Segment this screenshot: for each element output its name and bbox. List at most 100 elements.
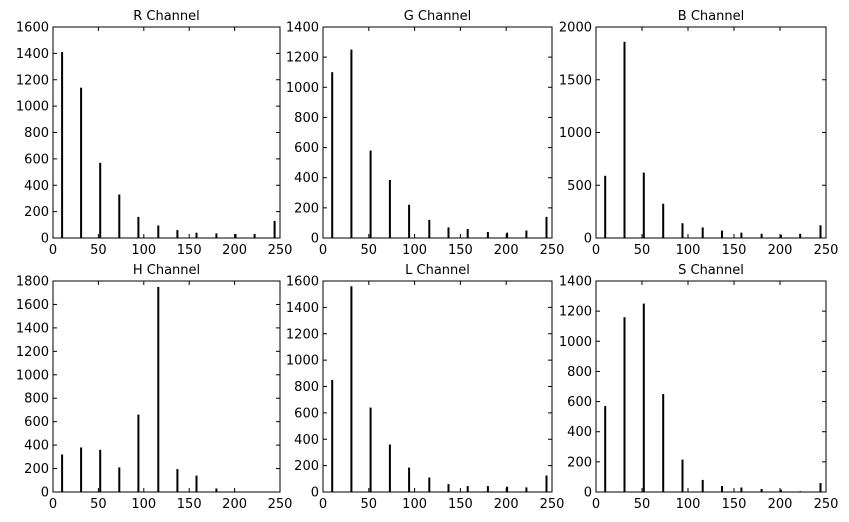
axes-frame <box>322 280 553 493</box>
y-tick-label: 0 <box>41 232 49 247</box>
panel-b-channel: B Channel 0 50 100 150 200 250 0 500 1000 1500 2000 <box>559 9 839 258</box>
histogram-bar <box>176 469 179 492</box>
histogram-bar <box>447 484 450 492</box>
y-tick-label: 1000 <box>286 354 319 369</box>
y-tick-label: 1800 <box>16 275 49 290</box>
histogram-bar <box>760 489 763 492</box>
x-tick-label: 150 <box>722 243 747 258</box>
histogram-bar <box>506 232 509 238</box>
histogram-bar <box>215 233 218 238</box>
x-tick-label: 100 <box>131 243 156 258</box>
y-tick-label: 500 <box>567 179 592 194</box>
histogram-bar <box>681 459 684 492</box>
panel-title: B Channel <box>678 9 744 24</box>
x-tick-label: 0 <box>319 497 327 512</box>
y-tick-label: 1600 <box>286 275 319 290</box>
x-tick-label: 100 <box>676 243 701 258</box>
panel-g-channel: G Channel 0 50 100 150 200 250 0 200 400 600 800 100… <box>286 9 565 258</box>
histogram-bar <box>61 454 64 492</box>
histogram-bar <box>157 286 160 492</box>
y-tick-label: 1400 <box>286 21 319 36</box>
histogram-bar <box>428 219 431 238</box>
histogram-bar <box>701 227 704 238</box>
histogram-bar <box>525 487 528 492</box>
y-tick-label: 800 <box>24 392 49 407</box>
x-tick-label: 100 <box>402 497 427 512</box>
axes-frame <box>52 26 281 239</box>
histogram-bar <box>331 379 334 492</box>
histogram-bar <box>234 234 237 238</box>
y-tick-label: 200 <box>567 455 592 470</box>
histogram-bar <box>604 406 607 492</box>
histogram-bar <box>137 216 140 238</box>
y-tick-label: 200 <box>294 201 319 216</box>
histogram-bar <box>388 444 391 492</box>
x-tick-label: 200 <box>222 243 247 258</box>
histogram-bar <box>466 229 469 238</box>
y-tick-label: 600 <box>24 415 49 430</box>
histogram-bar <box>253 234 256 238</box>
y-tick-label: 1600 <box>16 298 49 313</box>
y-tick-label: 1000 <box>16 368 49 383</box>
y-tick-label: 600 <box>567 395 592 410</box>
x-tick-label: 250 <box>814 497 839 512</box>
histogram-bar <box>740 487 743 492</box>
y-tick-label: 400 <box>294 433 319 448</box>
x-tick-label: 150 <box>448 243 473 258</box>
y-tick-label: 400 <box>294 171 319 186</box>
y-tick-label: 1600 <box>16 21 49 36</box>
y-tick-label: 400 <box>24 179 49 194</box>
x-tick-label: 150 <box>722 497 747 512</box>
histogram-bar <box>61 52 64 238</box>
x-tick-label: 0 <box>319 243 327 258</box>
x-tick-label: 50 <box>361 243 378 258</box>
y-tick-label: 1200 <box>286 327 319 342</box>
histogram-bar <box>99 162 102 238</box>
y-tick-label: 1500 <box>559 73 592 88</box>
y-tick-label: 1200 <box>286 51 319 66</box>
histogram-bar <box>604 175 607 238</box>
x-tick-label: 250 <box>268 497 293 512</box>
y-tick-label: 0 <box>584 486 592 501</box>
x-tick-label: 100 <box>402 243 427 258</box>
panel-title: L Channel <box>405 263 470 278</box>
y-tick-label: 1000 <box>16 100 49 115</box>
histogram-bar <box>176 230 179 238</box>
x-tick-label: 200 <box>494 243 519 258</box>
axes-frame <box>595 280 827 493</box>
histogram-bar <box>215 488 218 492</box>
y-tick-label: 800 <box>24 126 49 141</box>
histogram-bar <box>350 49 353 238</box>
y-tick-label: 1200 <box>16 73 49 88</box>
x-tick-label: 250 <box>268 243 293 258</box>
histogram-bar <box>486 486 489 492</box>
x-tick-label: 0 <box>49 243 57 258</box>
histogram-bar <box>428 477 431 492</box>
histogram-bar <box>350 286 353 492</box>
histogram-bar <box>545 475 548 492</box>
histogram-bar <box>819 483 822 492</box>
x-tick-label: 0 <box>592 497 600 512</box>
axes-frame <box>595 26 827 239</box>
y-tick-label: 600 <box>24 152 49 167</box>
x-tick-label: 200 <box>768 497 793 512</box>
panel-title: G Channel <box>404 9 472 24</box>
histogram-bar <box>195 475 198 492</box>
x-tick-label: 50 <box>90 243 107 258</box>
y-tick-label: 1000 <box>559 126 592 141</box>
x-tick-label: 100 <box>131 497 156 512</box>
panel-l-channel: L Channel 0 50 100 150 200 250 0 200 400 600 800 100… <box>286 263 565 512</box>
histogram-bar <box>642 172 645 238</box>
histogram-bar <box>545 216 548 238</box>
histogram-bar <box>408 467 411 492</box>
x-tick-label: 50 <box>634 497 651 512</box>
x-tick-label: 50 <box>634 243 651 258</box>
y-tick-label: 1400 <box>16 47 49 62</box>
y-tick-label: 200 <box>24 462 49 477</box>
histogram-bar <box>195 232 198 238</box>
x-tick-label: 200 <box>222 497 247 512</box>
histogram-bar <box>369 407 372 492</box>
x-tick-label: 200 <box>768 243 793 258</box>
histogram-bar <box>721 230 723 238</box>
